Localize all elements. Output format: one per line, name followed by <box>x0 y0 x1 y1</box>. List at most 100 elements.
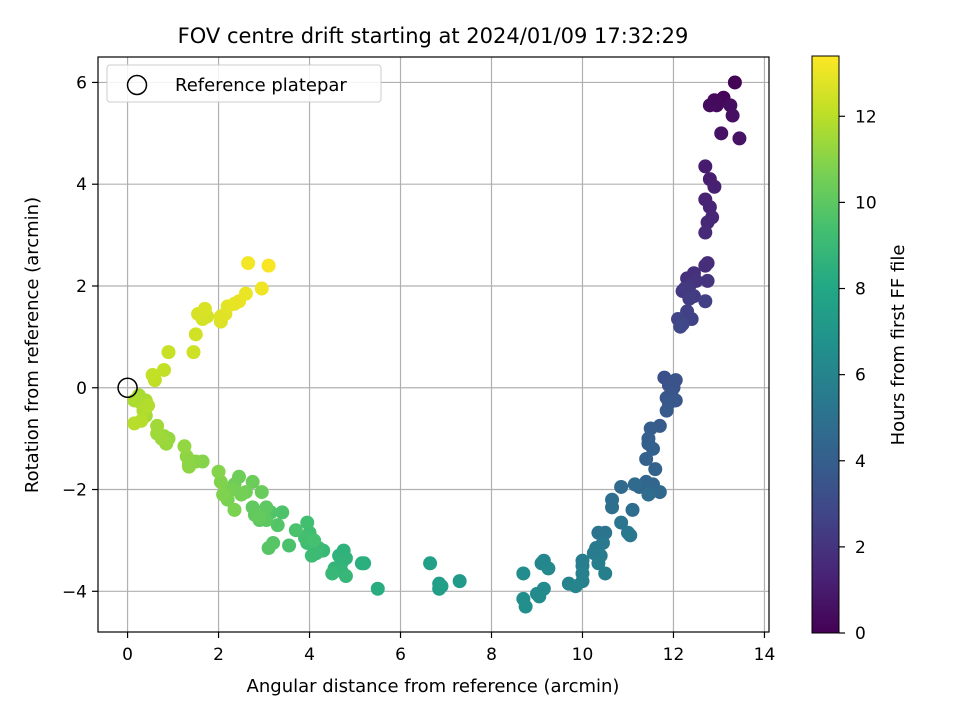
colorbar-tick-label: 10 <box>855 193 877 213</box>
y-axis: −4 −2 0 2 4 6 <box>62 73 98 602</box>
data-point <box>727 75 742 90</box>
data-point <box>598 566 613 581</box>
colorbar-tick-label: 8 <box>855 280 866 300</box>
data-point <box>541 561 556 576</box>
data-point <box>700 273 715 288</box>
data-point <box>211 464 226 479</box>
data-point <box>145 368 160 383</box>
data-point <box>659 403 674 418</box>
data-point <box>156 362 171 377</box>
data-point <box>261 541 276 556</box>
data-point <box>423 556 438 571</box>
data-point <box>702 98 717 113</box>
data-point <box>177 439 192 454</box>
data-point <box>161 345 176 360</box>
data-point <box>698 159 713 174</box>
x-tick-label: 12 <box>663 645 685 665</box>
data-point <box>325 566 340 581</box>
data-point <box>370 581 385 596</box>
colorbar-ticks: 0 2 4 6 8 10 12 <box>839 107 877 644</box>
data-point <box>216 487 231 502</box>
colorbar-tick-label: 2 <box>855 538 866 558</box>
x-tick-label: 2 <box>213 645 224 665</box>
data-point <box>275 505 290 520</box>
data-point <box>673 319 688 334</box>
data-point <box>288 523 303 538</box>
colorbar-tick-label: 4 <box>855 452 866 472</box>
data-point <box>238 286 253 301</box>
data-point <box>434 579 449 594</box>
data-point <box>698 258 713 273</box>
data-point <box>186 345 201 360</box>
colorbar-label: Hours from first FF file <box>888 245 909 446</box>
data-point <box>254 485 269 500</box>
plot-area <box>98 57 769 632</box>
x-tick-label: 0 <box>122 645 133 665</box>
data-point <box>698 294 713 309</box>
data-point <box>254 281 269 296</box>
data-point <box>627 477 642 492</box>
data-point <box>639 451 654 466</box>
data-point <box>518 599 533 614</box>
legend-box <box>106 64 382 103</box>
reference-marker <box>117 377 138 399</box>
data-point <box>591 556 606 571</box>
data-point <box>304 548 319 563</box>
plot-frame <box>97 56 770 633</box>
data-point <box>620 525 635 540</box>
grid <box>98 57 769 632</box>
data-point <box>354 556 369 571</box>
legend-label: Reference platepar <box>175 75 347 96</box>
colorbar-tick-label: 6 <box>855 366 866 386</box>
data-point <box>261 258 276 273</box>
legend-marker <box>126 74 148 96</box>
data-point <box>127 416 142 431</box>
y-tick-label: 4 <box>76 175 87 195</box>
data-point <box>614 479 629 494</box>
data-point <box>698 225 713 240</box>
data-point <box>652 485 667 500</box>
data-point <box>532 589 547 604</box>
y-tick-label: 0 <box>76 379 87 399</box>
data-point <box>282 538 297 553</box>
data-point <box>625 502 640 517</box>
x-tick-label: 8 <box>486 645 497 665</box>
scatter-points <box>127 75 747 614</box>
data-point <box>300 515 315 530</box>
y-tick-label: −4 <box>62 582 87 602</box>
data-point <box>241 256 256 271</box>
chart-title: FOV centre drift starting at 2024/01/09 … <box>178 24 689 48</box>
data-point <box>648 462 663 477</box>
data-point <box>227 502 242 517</box>
legend: Reference platepar <box>106 64 382 103</box>
y-axis-label: Rotation from reference (arcmin) <box>22 197 43 493</box>
data-point <box>150 418 165 433</box>
data-point <box>732 131 747 146</box>
data-point <box>141 398 156 413</box>
data-point <box>270 518 285 533</box>
y-tick-label: 6 <box>76 73 87 93</box>
data-point <box>452 574 467 589</box>
data-point <box>714 126 729 141</box>
data-point <box>605 500 620 515</box>
x-tick-label: 4 <box>304 645 315 665</box>
data-point <box>682 291 697 306</box>
data-point <box>614 515 629 530</box>
data-point <box>568 579 583 594</box>
data-point <box>245 474 260 489</box>
data-point <box>307 533 322 548</box>
colorbar-tick-label: 12 <box>855 107 877 127</box>
colorbar-gradient <box>811 55 840 634</box>
x-tick-label: 6 <box>395 645 406 665</box>
data-point <box>197 301 212 316</box>
x-axis-label: Angular distance from reference (arcmin) <box>247 676 620 697</box>
x-tick-label: 14 <box>754 645 776 665</box>
y-tick-label: −2 <box>62 481 87 501</box>
x-tick-label: 10 <box>572 645 594 665</box>
data-point <box>252 510 267 525</box>
data-point <box>645 441 660 456</box>
data-point <box>259 500 274 515</box>
colorbar: 0 2 4 6 8 10 12 Hours from first FF file <box>811 55 909 644</box>
colorbar-tick-label: 0 <box>855 624 866 644</box>
